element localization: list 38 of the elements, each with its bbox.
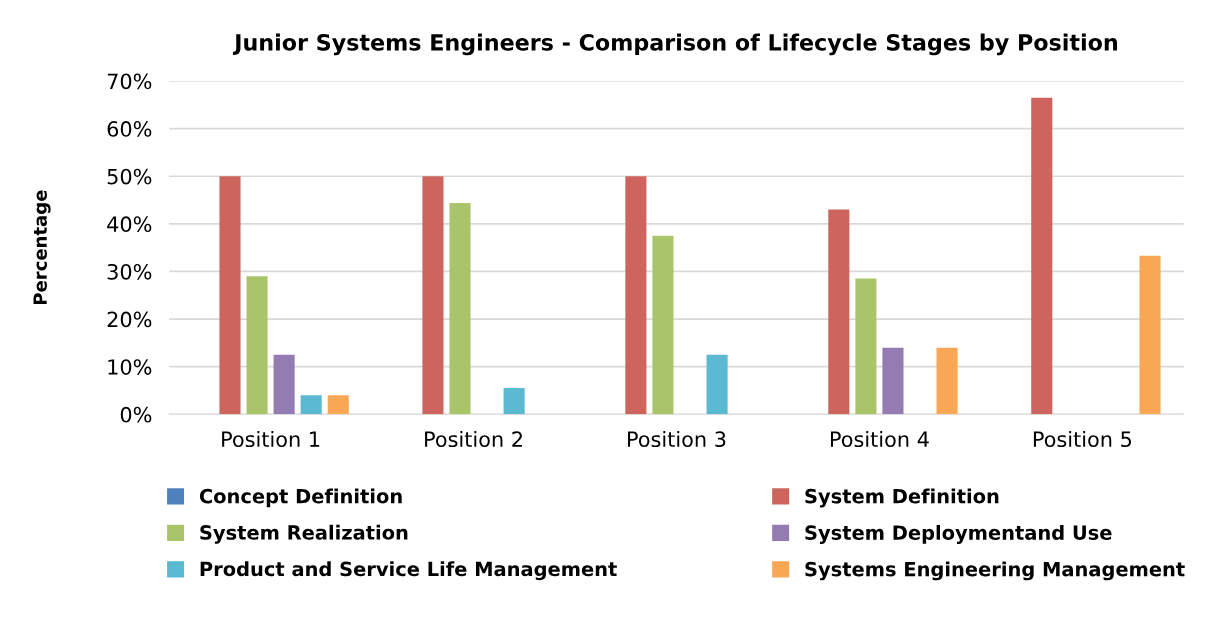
x-tick-label: Position 1 [222, 430, 320, 448]
bar [503, 388, 525, 415]
bar [652, 235, 674, 415]
bar [855, 278, 877, 415]
y-tick-label: 60% [107, 121, 152, 137]
bar [219, 176, 241, 415]
bar [1031, 97, 1053, 415]
chart-title: Junior Systems Engineers - Comparison of Lifecycle Stages by Position [232, 33, 1118, 56]
legend-label: System Realization [200, 524, 408, 544]
y-tick-label: 40% [107, 216, 152, 233]
legend-label: System Definition [805, 488, 999, 508]
bar [1139, 255, 1161, 415]
bar [706, 354, 728, 415]
x-tick-label: Position 2 [425, 430, 522, 448]
bar [936, 347, 958, 415]
bar [327, 395, 349, 415]
bar [828, 209, 850, 415]
legend-label: Concept Definition [199, 488, 402, 508]
legend-label: Product and Service Life Management [200, 561, 617, 581]
y-tick-label: 50% [107, 168, 152, 185]
y-tick-label: 70% [107, 73, 152, 90]
bar [882, 347, 904, 415]
x-tick-label: Position 3 [628, 430, 726, 448]
x-tick-label: Position 5 [1033, 430, 1132, 448]
y-tick-label: 30% [107, 263, 152, 280]
x-tick-label: Position 4 [830, 430, 929, 448]
bar [625, 176, 647, 415]
y-tick-label: 0% [120, 406, 152, 423]
legend-label: System Deploymentand Use [805, 524, 1112, 544]
legend-label: Systems Engineering Management [805, 561, 1185, 581]
bar [300, 395, 322, 415]
y-tick-label: 20% [107, 311, 152, 328]
bar [449, 202, 471, 415]
bar [273, 354, 295, 415]
y-tick-label: 10% [108, 359, 152, 375]
bar [246, 276, 268, 415]
bar [422, 176, 444, 415]
y-axis-title: Percentage [33, 190, 51, 305]
